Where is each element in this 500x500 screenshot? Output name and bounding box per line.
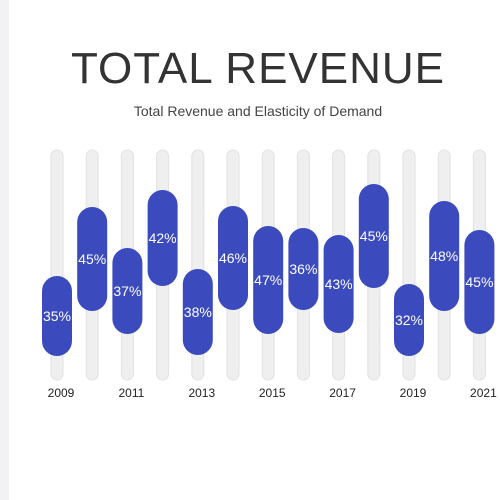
- chart-title: TOTAL REVENUE: [70, 44, 446, 93]
- data-label-2012: 42%: [149, 230, 177, 246]
- bar-2013: [182, 269, 213, 355]
- data-label-2020: 48%: [430, 248, 458, 264]
- data-label-2016: 36%: [289, 261, 317, 277]
- bar-2017: [323, 235, 354, 333]
- bar-2021: [464, 230, 495, 334]
- x-tick-2011: 2011: [118, 386, 144, 400]
- bar-2020: [429, 201, 460, 311]
- bar-2012: [147, 190, 178, 286]
- data-label-2014: 46%: [219, 250, 247, 266]
- data-label-2010: 45%: [78, 251, 106, 267]
- x-tick-2021: 2021: [470, 386, 497, 400]
- bar-2019: [394, 284, 424, 356]
- data-label-2013: 38%: [184, 304, 212, 320]
- bar-2010: [77, 207, 108, 311]
- data-label-2019: 32%: [395, 312, 423, 328]
- bar-2016: [288, 228, 319, 310]
- data-label-2011: 37%: [113, 283, 141, 299]
- x-tick-2009: 2009: [48, 386, 75, 400]
- bar-2014: [218, 206, 248, 310]
- x-tick-2017: 2017: [329, 386, 356, 400]
- bar-2011: [112, 248, 143, 334]
- data-label-2015: 47%: [254, 272, 282, 288]
- bar-2009: [42, 276, 72, 356]
- bar-2018: [358, 184, 389, 288]
- data-label-2009: 35%: [43, 308, 71, 324]
- x-tick-2019: 2019: [400, 386, 427, 400]
- bar-2015: [253, 226, 284, 334]
- chart-subtitle: Total Revenue and Elasticity of Demand: [133, 103, 383, 119]
- x-tick-2013: 2013: [188, 386, 215, 400]
- left-rail: [0, 0, 9, 500]
- x-tick-2015: 2015: [259, 386, 286, 400]
- data-label-2018: 45%: [360, 228, 388, 244]
- data-label-2021: 45%: [465, 274, 493, 290]
- data-label-2017: 43%: [325, 276, 353, 292]
